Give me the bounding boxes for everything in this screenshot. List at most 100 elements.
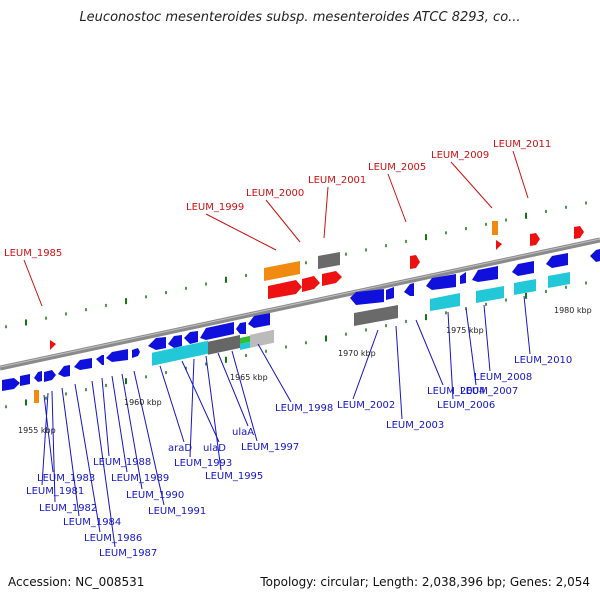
gene-label[interactable]: LEUM_1981 <box>26 486 84 497</box>
gene-feature[interactable] <box>106 349 128 362</box>
gene-feature[interactable] <box>20 374 30 386</box>
leader-line <box>387 173 407 223</box>
gene-label[interactable]: LEUM_2002 <box>337 400 395 411</box>
gene-feature[interactable] <box>236 322 246 334</box>
gene-label[interactable]: LEUM_1991 <box>148 506 206 517</box>
gene-label[interactable]: araD <box>168 443 192 454</box>
gene-feature[interactable] <box>96 355 104 365</box>
gene-label[interactable]: LEUM_2001 <box>308 175 366 186</box>
gene-feature[interactable] <box>168 335 182 348</box>
gene-feature[interactable] <box>248 313 270 328</box>
gene-feature[interactable] <box>496 240 502 250</box>
gene-feature[interactable] <box>50 340 56 350</box>
gene-label[interactable]: LEUM_1997 <box>241 442 299 453</box>
gene-feature[interactable] <box>350 289 384 305</box>
gene-feature[interactable] <box>2 378 20 391</box>
gene-label[interactable]: LEUM_2011 <box>493 139 551 150</box>
gene-feature[interactable] <box>548 272 570 288</box>
scale-label: 1975 kbp <box>446 326 484 335</box>
leader-line <box>133 370 165 506</box>
gene-feature[interactable] <box>404 283 414 296</box>
gene-label[interactable]: LEUM_2003 <box>386 420 444 431</box>
gene-feature[interactable] <box>574 226 584 239</box>
gene-feature[interactable] <box>302 276 320 292</box>
scale-label: 1965 kbp <box>230 373 268 382</box>
gene-feature[interactable] <box>318 252 340 269</box>
gene-label[interactable]: LEUM_2000 <box>246 188 304 199</box>
gene-label[interactable]: LEUM_1984 <box>63 517 121 528</box>
gene-feature[interactable] <box>354 305 398 326</box>
gene-label[interactable]: LEUM_1998 <box>275 403 333 414</box>
map-title: Leuconostoc mesenteroides subsp. mesente… <box>79 10 521 25</box>
leader-line <box>265 199 301 243</box>
gene-label[interactable]: LEUM_2006 <box>437 400 495 411</box>
leader-line <box>189 358 195 458</box>
leader-line <box>51 390 56 503</box>
gene-feature[interactable] <box>268 280 302 299</box>
gene-feature[interactable] <box>44 370 56 382</box>
leader-line <box>447 311 454 400</box>
gene-feature[interactable] <box>322 271 342 286</box>
leader-line <box>352 329 379 400</box>
gene-label[interactable]: LEUM_1999 <box>186 202 244 213</box>
gene-label[interactable]: LEUM_1985 <box>4 248 62 259</box>
scale-label: 1970 kbp <box>338 349 376 358</box>
gene-feature[interactable] <box>264 261 300 281</box>
gene-label[interactable]: LEUM_2009 <box>431 150 489 161</box>
leader-line <box>257 343 292 403</box>
gene-feature[interactable] <box>240 335 250 344</box>
gene-feature[interactable] <box>208 334 240 355</box>
gene-label[interactable]: LEUM_2010 <box>514 355 572 366</box>
gene-feature[interactable] <box>74 358 92 370</box>
leader-line <box>23 259 43 307</box>
gene-feature[interactable] <box>430 293 460 311</box>
gene-feature[interactable] <box>492 221 498 235</box>
gene-label[interactable]: LEUM_1993 <box>174 458 232 469</box>
gene-label[interactable]: LEUM_2005 <box>368 162 426 173</box>
gene-label[interactable]: LEUM_2007 <box>460 386 518 397</box>
gene-label[interactable]: LEUM_1982 <box>39 503 97 514</box>
gene-feature[interactable] <box>590 249 600 262</box>
gene-label[interactable]: LEUM_1989 <box>111 473 169 484</box>
gene-feature[interactable] <box>152 340 208 366</box>
gene-label[interactable]: LEUM_1988 <box>93 457 151 468</box>
gene-feature[interactable] <box>200 322 234 340</box>
gene-feature[interactable] <box>472 266 498 282</box>
gene-label[interactable]: LEUM_1990 <box>126 490 184 501</box>
label-leader-lines <box>23 150 531 548</box>
gene-labels[interactable]: LEUM_1983 LEUM_1981 LEUM_1982 LEUM_1984 LEUM… <box>4 139 572 559</box>
gene-feature[interactable] <box>476 286 504 303</box>
gene-label[interactable]: LEUM_1987 <box>99 548 157 559</box>
gene-feature[interactable] <box>58 365 70 377</box>
gene-feature[interactable] <box>240 341 250 350</box>
leader-line <box>91 380 116 548</box>
gene-feature[interactable] <box>148 337 166 350</box>
gene-feature[interactable] <box>34 371 42 382</box>
gene-feature[interactable] <box>132 348 140 358</box>
gene-label[interactable]: LEUM_1983 <box>37 473 95 484</box>
leader-line <box>43 394 54 473</box>
gene-feature[interactable] <box>386 287 394 300</box>
gene-feature[interactable] <box>546 253 568 268</box>
gene-feature[interactable] <box>34 390 39 403</box>
gene-features[interactable] <box>2 221 600 403</box>
gene-feature[interactable] <box>426 274 456 290</box>
scale-labels: 1955 kbp 1960 kbp 1965 kbp 1970 kbp 1975 kbp… <box>18 306 592 435</box>
leader-line <box>231 350 258 442</box>
gene-feature[interactable] <box>530 233 540 246</box>
gene-label[interactable]: LEUM_2008 <box>474 372 532 383</box>
gene-feature[interactable] <box>514 279 536 295</box>
scale-label: 1960 kbp <box>124 398 162 407</box>
gene-feature[interactable] <box>460 272 466 284</box>
gene-feature[interactable] <box>512 261 534 276</box>
gene-label[interactable]: ulaD <box>203 443 226 454</box>
gene-feature[interactable] <box>250 329 274 348</box>
gene-label[interactable]: ulaA <box>232 427 254 438</box>
gene-feature[interactable] <box>184 331 198 344</box>
gene-label[interactable]: LEUM_2004 <box>427 386 485 397</box>
scale-label: 1955 kbp <box>18 426 56 435</box>
genome-backbone-highlight <box>0 238 600 368</box>
gene-label[interactable]: LEUM_1986 <box>84 533 142 544</box>
gene-feature[interactable] <box>410 255 420 269</box>
gene-label[interactable]: LEUM_1995 <box>205 471 263 482</box>
